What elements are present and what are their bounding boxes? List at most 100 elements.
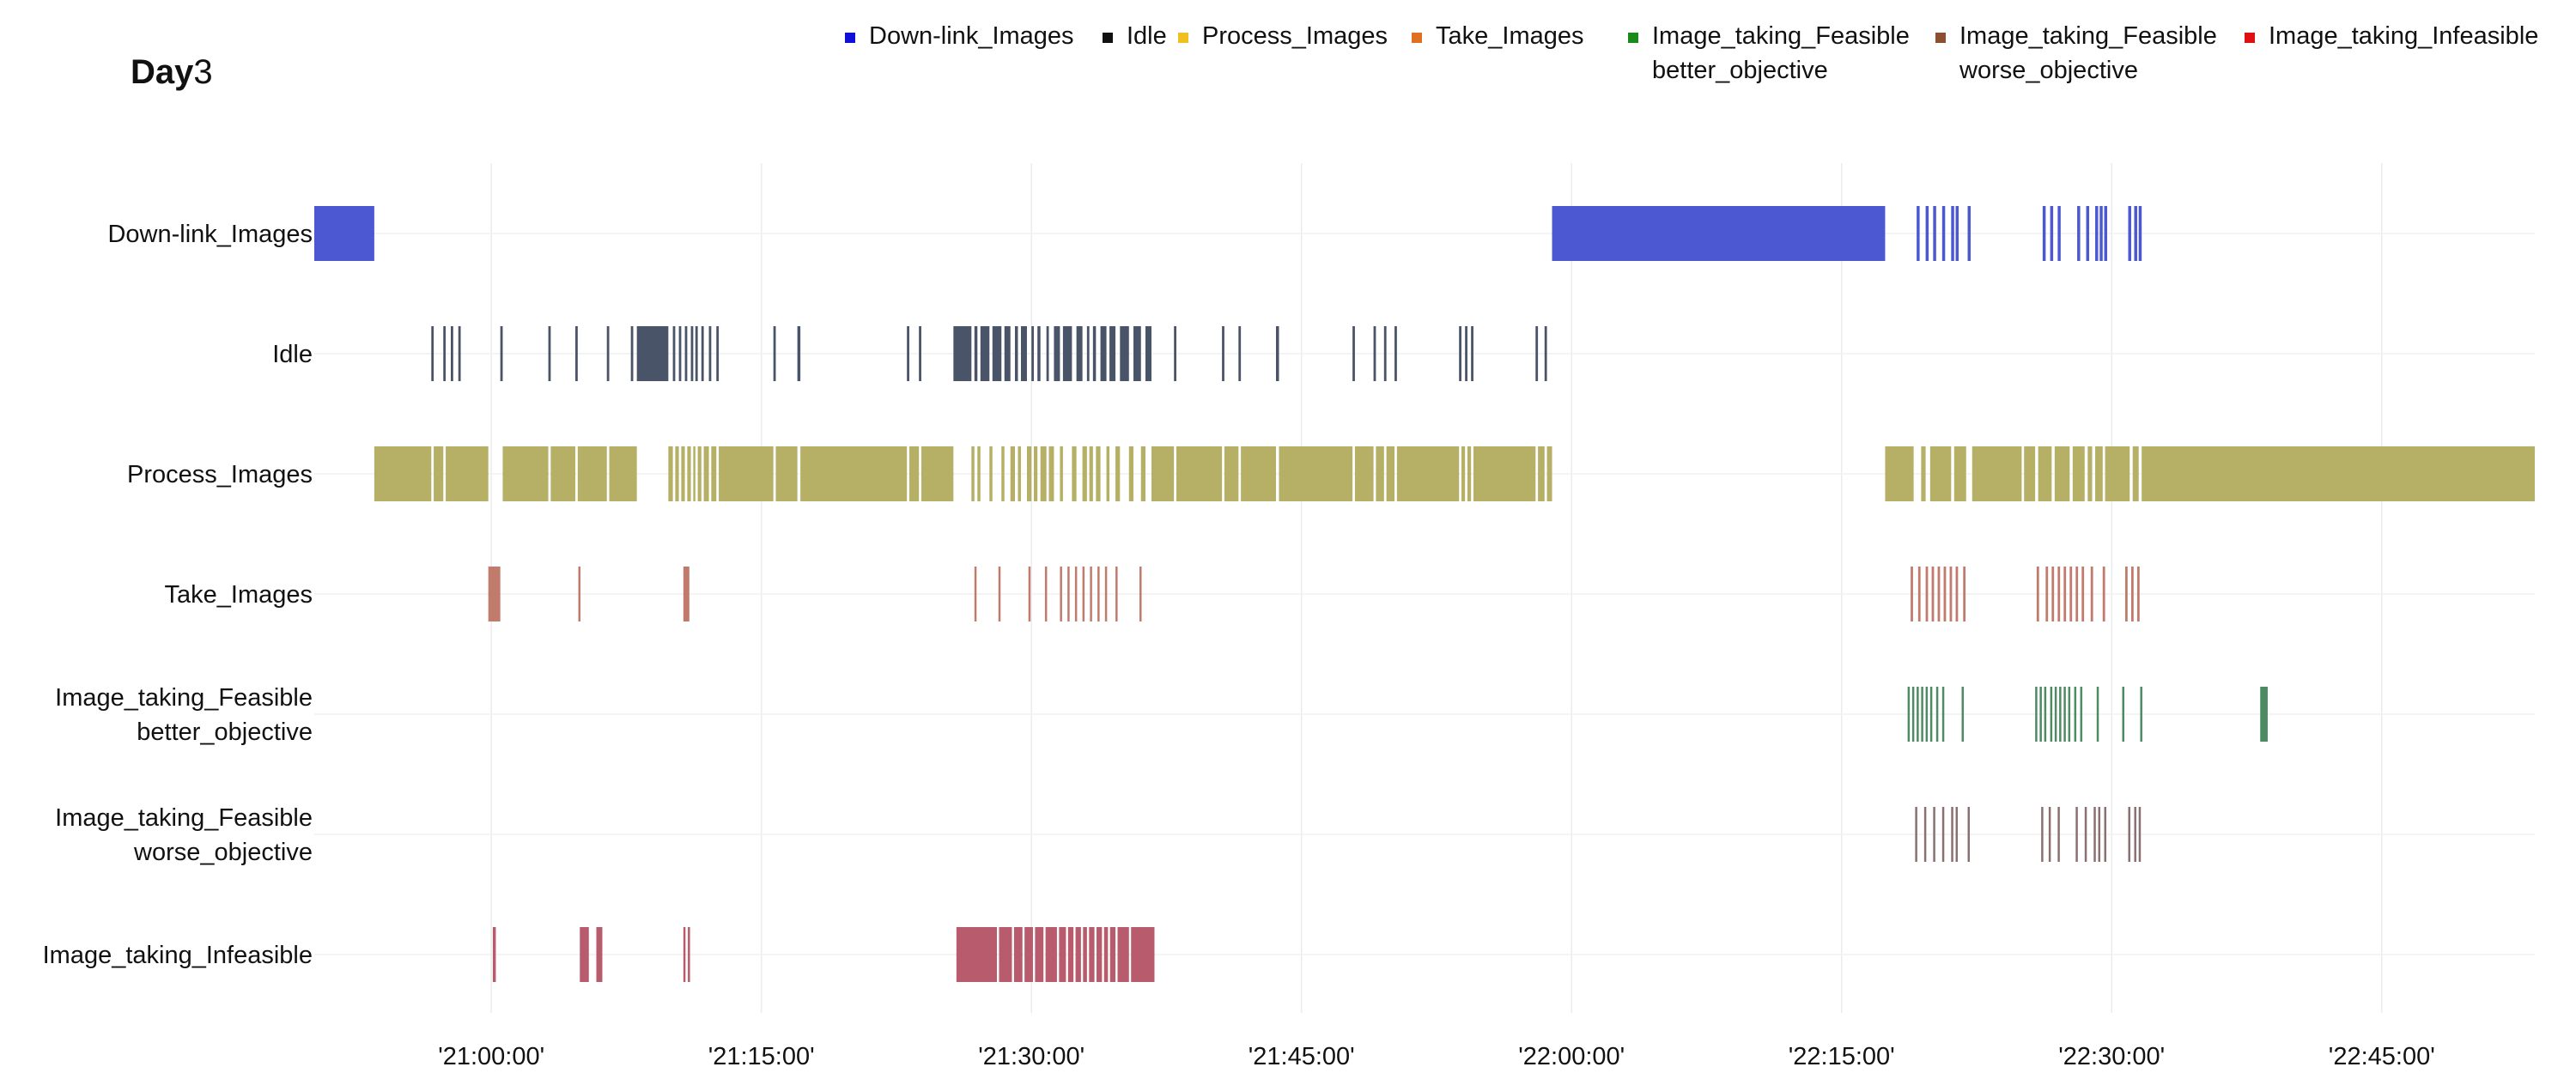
gantt-bar	[998, 567, 1001, 621]
gantt-bar	[2095, 206, 2099, 261]
gantt-bar	[974, 326, 978, 381]
grid-lines	[314, 163, 2535, 1013]
x-axis-ticks: '21:00:00' '21:15:00' '21:30:00' '21:45:00'…	[438, 1043, 2435, 1070]
gantt-bar	[1059, 927, 1066, 982]
legend-label-line: better_objective	[1652, 57, 1828, 84]
gantt-bar	[374, 446, 432, 501]
legend: Down-link_Images Idle Process_Images Take_I…	[845, 19, 2545, 88]
gantt-bar	[1054, 326, 1060, 381]
gantt-bar	[1963, 567, 1966, 621]
gantt-bar	[1076, 326, 1083, 381]
gantt-bar	[2128, 206, 2131, 261]
gantt-bar	[2077, 206, 2081, 261]
gantt-bar	[1103, 927, 1109, 982]
gantt-bar	[492, 927, 496, 982]
gantt-bar	[1951, 807, 1953, 862]
legend-swatch	[1103, 33, 1113, 43]
gantt-bar	[2102, 567, 2105, 621]
gantt-bar	[1145, 326, 1151, 381]
x-tick-label: '22:15:00'	[1789, 1043, 1895, 1070]
gantt-bar	[1929, 687, 1933, 742]
gantt-bar	[980, 326, 990, 381]
gantt-bar	[1140, 446, 1146, 501]
gantt-bar	[907, 326, 909, 381]
gantt-bar	[1394, 326, 1397, 381]
gantt-bar	[2038, 446, 2052, 501]
gantt-bar	[1089, 446, 1093, 501]
legend-label: Image_taking_Feasible better_objective	[1652, 19, 1910, 88]
row-label: Idle	[272, 341, 313, 368]
gantt-bar	[1139, 567, 1142, 621]
gantt-bar	[2086, 206, 2090, 261]
gantt-bar	[1120, 326, 1129, 381]
gantt-bar	[500, 326, 503, 381]
gantt-bar	[1473, 446, 1536, 501]
gantt-bar	[989, 446, 993, 501]
gantt-bar	[2134, 206, 2137, 261]
gantt-bar	[2138, 206, 2142, 261]
row-label: worse_objective	[133, 839, 313, 866]
gantt-bar	[1459, 326, 1461, 381]
gantt-bar	[550, 446, 576, 501]
chart-title-bold: Day	[131, 53, 194, 91]
gantt-bar	[1967, 206, 1971, 261]
gantt-bar	[2095, 446, 2103, 501]
gantt-bar	[2124, 567, 2128, 621]
gantt-bar	[1552, 206, 1886, 261]
gantt-bar	[580, 927, 589, 982]
gantt-bar	[1151, 446, 1175, 501]
gantt-bar	[2104, 206, 2108, 261]
legend-label: Process_Images	[1202, 19, 1388, 53]
gantt-bar	[1955, 206, 1959, 261]
gantt-bar	[1067, 567, 1070, 621]
gantt-bar	[1961, 687, 1965, 742]
gantt-bar	[2057, 807, 2060, 862]
gantt-bar	[693, 446, 696, 501]
gantt-bar	[1097, 567, 1100, 621]
gantt-bar	[2054, 687, 2057, 742]
gantt-bar	[1040, 446, 1047, 501]
gantt-bar	[1931, 567, 1935, 621]
gantt-bar	[992, 326, 1002, 381]
legend-swatch	[845, 33, 855, 43]
gantt-bar	[1907, 687, 1911, 742]
gantt-bar	[1279, 446, 1353, 501]
gantt-bar	[578, 567, 581, 621]
gantt-bar	[1048, 446, 1054, 501]
x-tick-label: '21:00:00'	[438, 1043, 544, 1070]
gantt-bar	[1222, 326, 1224, 381]
gantt-bar	[2050, 687, 2053, 742]
gantt-bar	[701, 326, 704, 381]
row-labels: Down-link_Images Idle Process_Images Take_I…	[43, 221, 313, 969]
gantt-bar	[2075, 807, 2078, 862]
gantt-bar	[2024, 446, 2036, 501]
gantt-bar	[577, 446, 607, 501]
row-label: Image_taking_Feasible	[55, 684, 313, 712]
gantt-bar	[1943, 567, 1947, 621]
row-label: Process_Images	[127, 461, 313, 488]
gantt-bar	[695, 326, 698, 381]
gantt-bar	[1544, 326, 1547, 381]
gantt-bar	[1131, 927, 1155, 982]
gantt-bar	[1062, 326, 1072, 381]
gantt-bar	[697, 446, 702, 501]
legend-label-line: Down-link_Images	[869, 22, 1074, 50]
gantt-bar	[2059, 687, 2062, 742]
gantt-bar	[1028, 567, 1031, 621]
gantt-bar	[687, 446, 691, 501]
gantt-bar	[1538, 446, 1545, 501]
gantt-bar	[2081, 567, 2085, 621]
gantt-bar	[2132, 446, 2139, 501]
gantt-bar	[1925, 567, 1929, 621]
gantt-bar	[1951, 206, 1954, 261]
gantt-bar	[1060, 446, 1063, 501]
legend-label-line: worse_objective	[1959, 57, 2138, 84]
gantt-bar	[1104, 567, 1108, 621]
gantt-bar	[314, 206, 374, 261]
gantt-bar	[2142, 446, 2535, 501]
gantt-bar	[1128, 446, 1134, 501]
gantt-bar	[2068, 687, 2071, 742]
gantt-bar	[1921, 446, 1926, 501]
gantt-bar	[1352, 326, 1355, 381]
gantt-bar	[1917, 567, 1921, 621]
